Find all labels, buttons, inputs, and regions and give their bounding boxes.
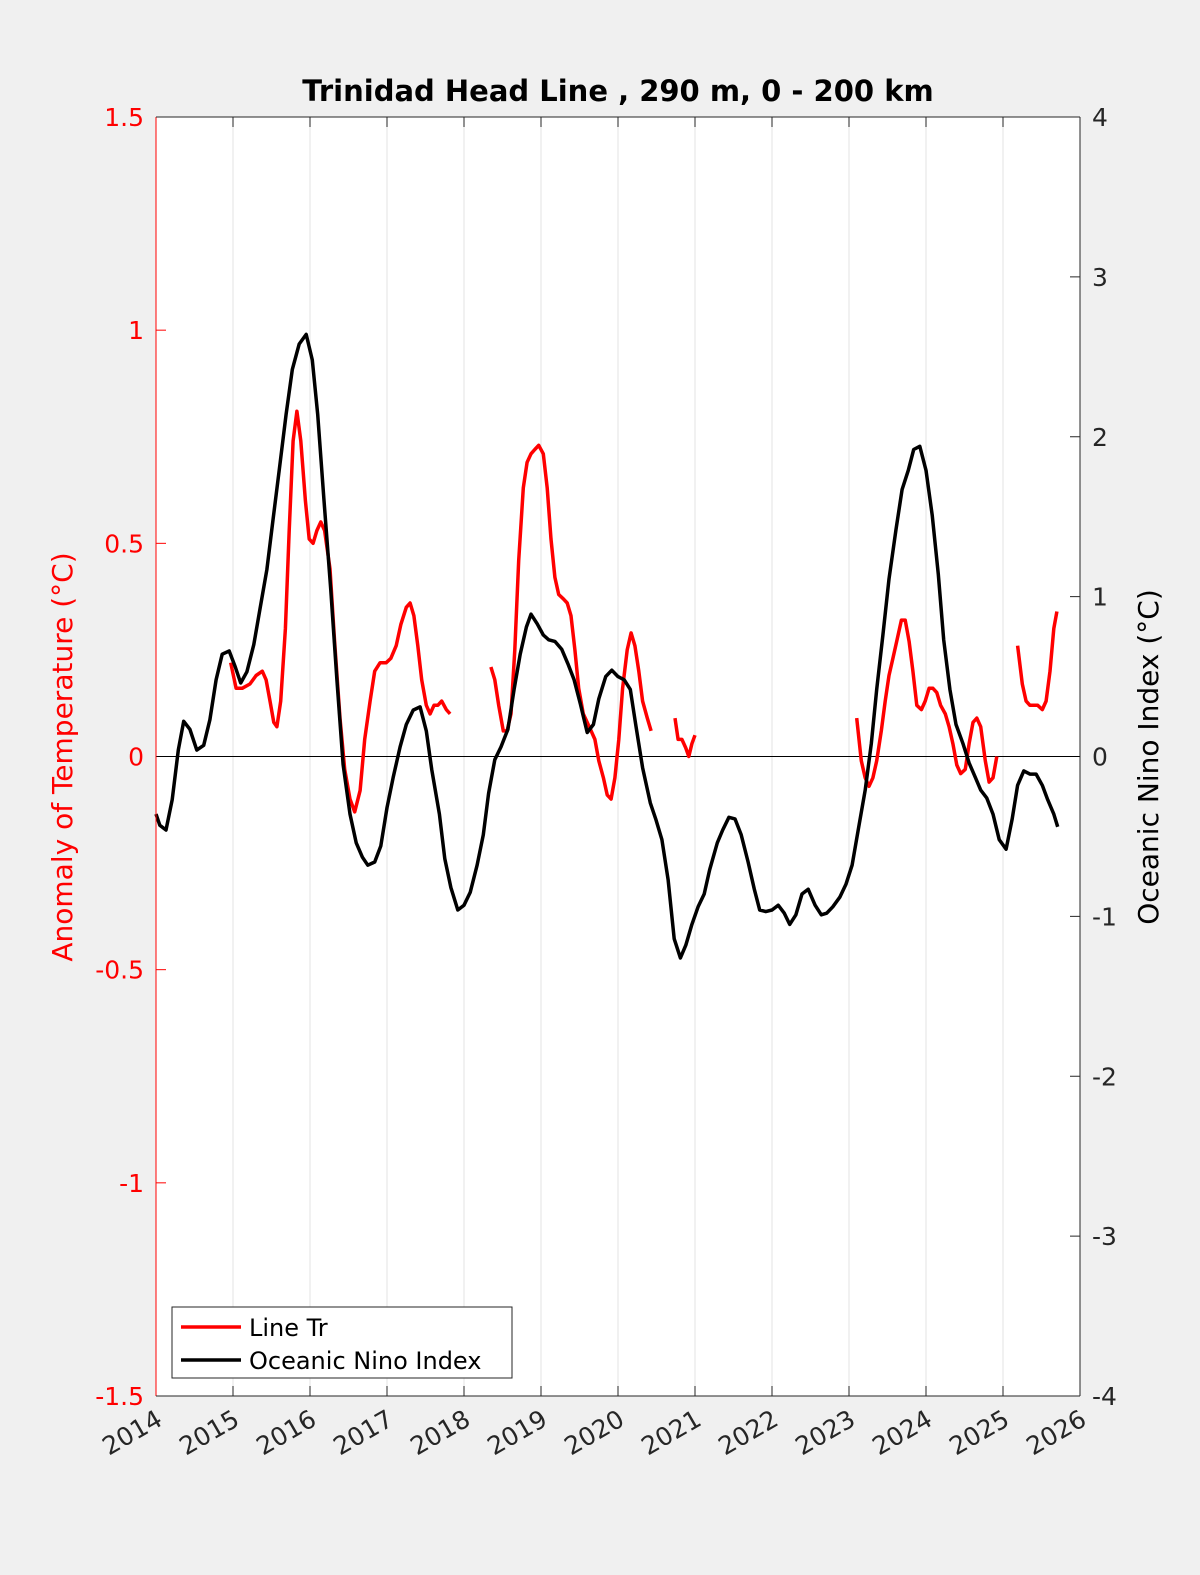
y2-tick-label: 2 <box>1092 423 1108 452</box>
y2-tick-label: 4 <box>1092 103 1108 132</box>
line-tr-series <box>673 717 697 759</box>
x-tick-label: 2017 <box>328 1404 398 1461</box>
line-tr-series <box>489 443 653 801</box>
y-tick-label: -1 <box>119 1169 144 1198</box>
x-tick-label: 2025 <box>944 1404 1014 1461</box>
y-tick-label: -1.5 <box>95 1382 144 1411</box>
y2-tick-label: 0 <box>1092 743 1108 772</box>
legend <box>171 1306 513 1379</box>
legend-label: Oceanic Nino Index <box>249 1347 481 1375</box>
y2-tick-label: -3 <box>1092 1222 1117 1251</box>
chart-title: Trinidad Head Line , 290 m, 0 - 200 km <box>302 74 933 108</box>
x-tick-label: 2024 <box>867 1404 937 1461</box>
x-tick-label: 2014 <box>97 1404 167 1461</box>
y2-axis-label: Oceanic Nino Index (°C) <box>1132 589 1165 925</box>
y2-tick-label: 3 <box>1092 263 1108 292</box>
oni-series <box>154 332 1060 960</box>
y-tick-label: 0 <box>128 743 144 772</box>
y2-tick-label: 1 <box>1092 583 1108 612</box>
y-axis-label: Anomaly of Temperature (°C) <box>46 552 79 961</box>
y2-tick-label: -2 <box>1092 1062 1117 1091</box>
y-tick-label: 1.5 <box>104 103 144 132</box>
y-tick-label: 0.5 <box>104 529 144 558</box>
x-tick-label: 2016 <box>251 1404 321 1461</box>
x-tick-label: 2019 <box>482 1404 552 1461</box>
y-tick-label: 1 <box>128 316 144 345</box>
x-tick-label: 2022 <box>713 1404 783 1461</box>
y2-tick-label: -4 <box>1092 1382 1117 1411</box>
legend-label: Line Tr <box>249 1314 328 1342</box>
line-tr-series <box>1015 611 1059 712</box>
y2-tick-label: -1 <box>1092 902 1117 931</box>
y-tick-label: -0.5 <box>95 956 144 985</box>
x-tick-label: 2026 <box>1021 1404 1091 1461</box>
x-tick-label: 2018 <box>405 1404 475 1461</box>
x-tick-label: 2021 <box>636 1404 706 1461</box>
line-tr-series <box>854 618 999 789</box>
x-tick-label: 2020 <box>559 1404 629 1461</box>
x-tick-label: 2023 <box>790 1404 860 1461</box>
x-tick-label: 2015 <box>174 1404 244 1461</box>
